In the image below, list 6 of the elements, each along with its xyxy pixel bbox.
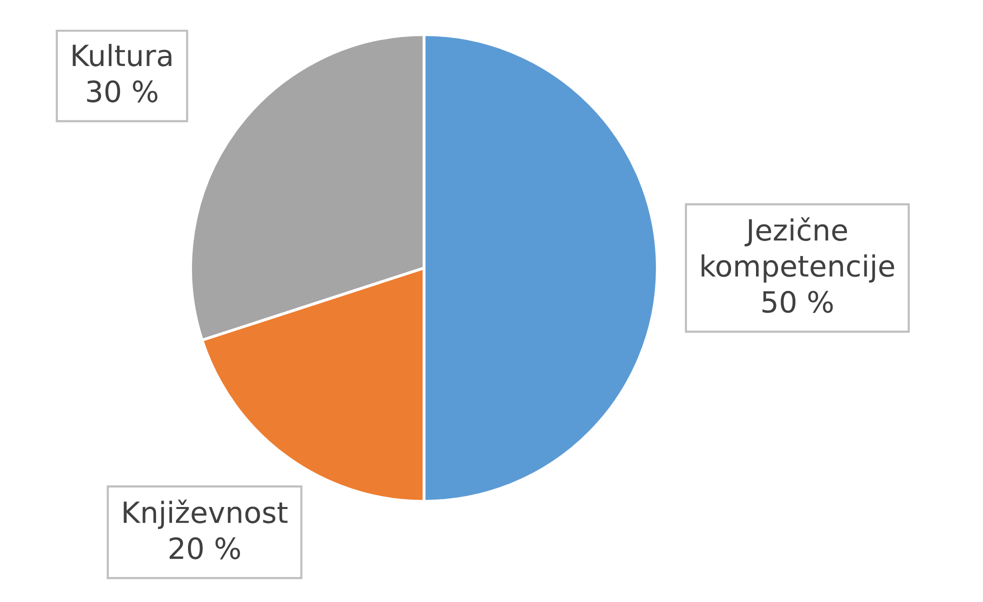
- slice-label: Jezične kompetencije: [702, 217, 894, 283]
- data-label: 30 %: [87, 80, 158, 102]
- slice-label: Književnost: [124, 500, 288, 529]
- data-label: 20 %: [170, 537, 240, 560]
- data-label: 50 %: [762, 290, 833, 313]
- slice-label: Kultura: [72, 44, 172, 66]
